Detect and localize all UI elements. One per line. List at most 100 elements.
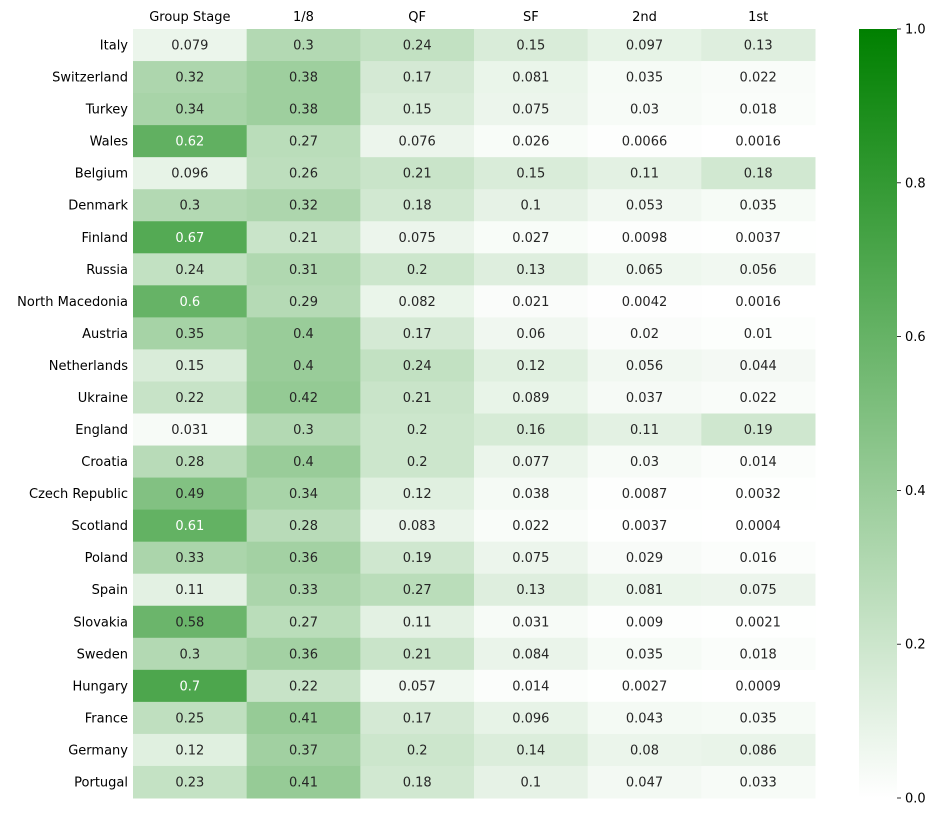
heatmap-cell [701, 349, 816, 382]
cell-value-label: 0.4 [293, 359, 314, 374]
heatmap-cell [474, 765, 589, 799]
heatmap-cell [701, 93, 816, 126]
cell-value-label: 0.031 [171, 423, 208, 438]
cell-value-label: 0.24 [175, 263, 204, 278]
column-label: 1/8 [293, 10, 314, 25]
cell-value-label: 0.11 [630, 423, 659, 438]
cell-value-label: 0.084 [512, 647, 549, 662]
cell-value-label: 0.035 [626, 71, 663, 86]
cell-value-label: 0.2 [407, 455, 428, 470]
heatmap-cell [246, 509, 361, 543]
heatmap-cell [701, 605, 816, 639]
heatmap-cell [587, 541, 702, 575]
cell-value-label: 0.15 [516, 39, 545, 54]
cell-value-label: 0.19 [744, 423, 773, 438]
cell-value-label: 0.056 [626, 359, 663, 374]
cell-value-label: 0.27 [403, 583, 432, 598]
heatmap-cell [701, 765, 816, 799]
cell-value-label: 0.41 [289, 711, 318, 726]
heatmap-cell [360, 29, 475, 62]
heatmap-cell [474, 637, 589, 671]
heatmap-cell [133, 125, 248, 158]
cell-value-label: 0.06 [516, 327, 545, 342]
cell-value-label: 0.014 [740, 455, 777, 470]
row-label: France [85, 711, 128, 726]
heatmap-cell [474, 445, 589, 479]
row-label: Russia [86, 263, 128, 278]
row-label: Ukraine [78, 391, 128, 406]
heatmap-cell [360, 61, 475, 94]
cell-value-label: 0.28 [175, 455, 204, 470]
cell-value-label: 0.21 [289, 231, 318, 246]
colorbar: 0.0 0.2 0.4 0.6 0.8 1.0 [859, 23, 926, 807]
row-label: Portugal [74, 775, 128, 790]
cell-value-label: 0.009 [626, 615, 663, 630]
cell-value-label: 0.36 [289, 551, 318, 566]
heatmap-cell [474, 349, 589, 382]
cell-value-label: 0.18 [403, 775, 432, 790]
heatmap-cell [360, 285, 475, 318]
heatmap-cell [474, 189, 589, 222]
heatmap-cell [474, 605, 589, 639]
cell-value-label: 0.0032 [735, 487, 781, 502]
cell-value-label: 0.24 [403, 359, 432, 374]
cell-value-label: 0.02 [630, 327, 659, 342]
heatmap-cell [133, 701, 248, 735]
heatmap-cell [701, 189, 816, 222]
heatmap-cell [246, 637, 361, 671]
cell-value-label: 0.17 [403, 711, 432, 726]
heatmap-cell [474, 541, 589, 575]
heatmap-cell [246, 669, 361, 703]
row-label: Wales [90, 135, 129, 150]
heatmap-cell [701, 445, 816, 479]
heatmap-cell [587, 61, 702, 94]
cell-value-label: 0.2 [407, 263, 428, 278]
heatmap-cell [701, 573, 816, 607]
cell-value-label: 0.3 [179, 647, 200, 662]
colorbar-tick-label: 0.8 [905, 176, 926, 191]
heatmap-cell [133, 605, 248, 639]
heatmap-cell [360, 605, 475, 639]
cell-value-label: 0.62 [175, 135, 204, 150]
cell-value-label: 0.22 [289, 679, 318, 694]
row-label: Finland [82, 231, 128, 246]
row-label: Netherlands [49, 359, 128, 374]
row-label: Poland [85, 551, 128, 566]
heatmap-cell [587, 573, 702, 607]
cell-value-label: 0.096 [171, 167, 208, 182]
heatmap-cell [246, 125, 361, 158]
row-label: Switzerland [52, 71, 128, 86]
heatmap-cell [587, 317, 702, 350]
cell-value-label: 0.027 [512, 231, 549, 246]
cell-value-label: 0.26 [289, 167, 318, 182]
heatmap-cell [360, 413, 475, 447]
cell-value-label: 0.21 [403, 647, 432, 662]
heatmap-cell [246, 701, 361, 735]
heatmap-cell [701, 669, 816, 703]
cell-value-label: 0.044 [740, 359, 777, 374]
heatmap-cell [133, 253, 248, 286]
cell-value-label: 0.3 [293, 39, 314, 54]
heatmap-cell [474, 669, 589, 703]
cell-value-label: 0.12 [516, 359, 545, 374]
heatmap-cell [474, 381, 589, 414]
heatmap-cell [246, 541, 361, 575]
cell-value-label: 0.58 [175, 615, 204, 630]
cell-value-label: 0.01 [744, 327, 773, 342]
cell-value-label: 0.075 [512, 103, 549, 118]
heatmap-cell [133, 317, 248, 350]
cell-value-label: 0.0066 [622, 135, 668, 150]
heatmap-cell [587, 189, 702, 222]
heatmap-cell [701, 733, 816, 767]
heatmap-cell [587, 253, 702, 286]
cell-value-label: 0.0042 [622, 295, 668, 310]
heatmap-cell [133, 445, 248, 479]
heatmap-cell [133, 413, 248, 447]
cell-value-label: 0.086 [740, 743, 777, 758]
heatmap-cell [474, 253, 589, 286]
cell-value-label: 0.016 [740, 551, 777, 566]
cell-value-label: 0.67 [175, 231, 204, 246]
heatmap-cell [474, 61, 589, 94]
heatmap-cell [701, 701, 816, 735]
cell-value-label: 0.41 [289, 775, 318, 790]
